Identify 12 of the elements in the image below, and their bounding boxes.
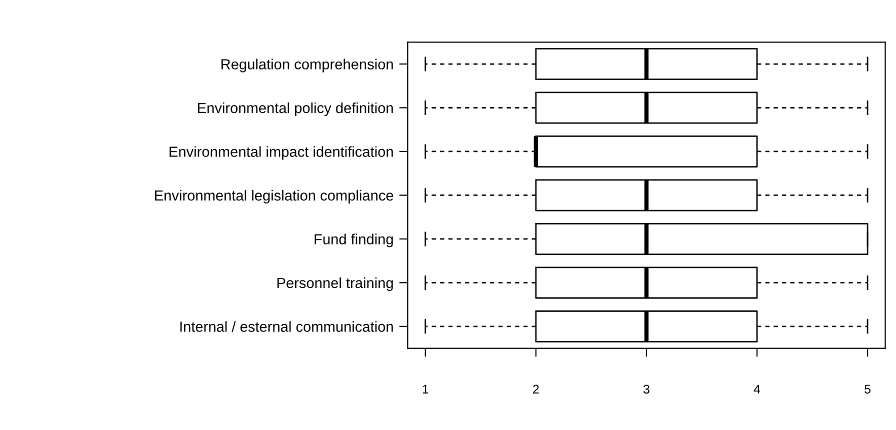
x-tick-label: 4 xyxy=(754,384,760,394)
x-tick-label: 1 xyxy=(422,384,428,394)
x-tick-label: 3 xyxy=(643,384,650,394)
y-tick-label: Personnel training xyxy=(277,277,393,292)
x-tick-label: 2 xyxy=(533,384,539,394)
y-tick-label: Environmental legislation compliance xyxy=(155,190,394,204)
y-tick-label: Internal / esternal communication xyxy=(180,321,393,332)
x-tick-label: 5 xyxy=(864,384,871,394)
y-tick-label: Environmental impact identification xyxy=(170,146,393,160)
y-tick-label: Regulation comprehension xyxy=(222,58,393,72)
y-tick-label: Environmental policy definition xyxy=(198,102,393,116)
y-tick-label: Fund finding xyxy=(314,234,393,248)
